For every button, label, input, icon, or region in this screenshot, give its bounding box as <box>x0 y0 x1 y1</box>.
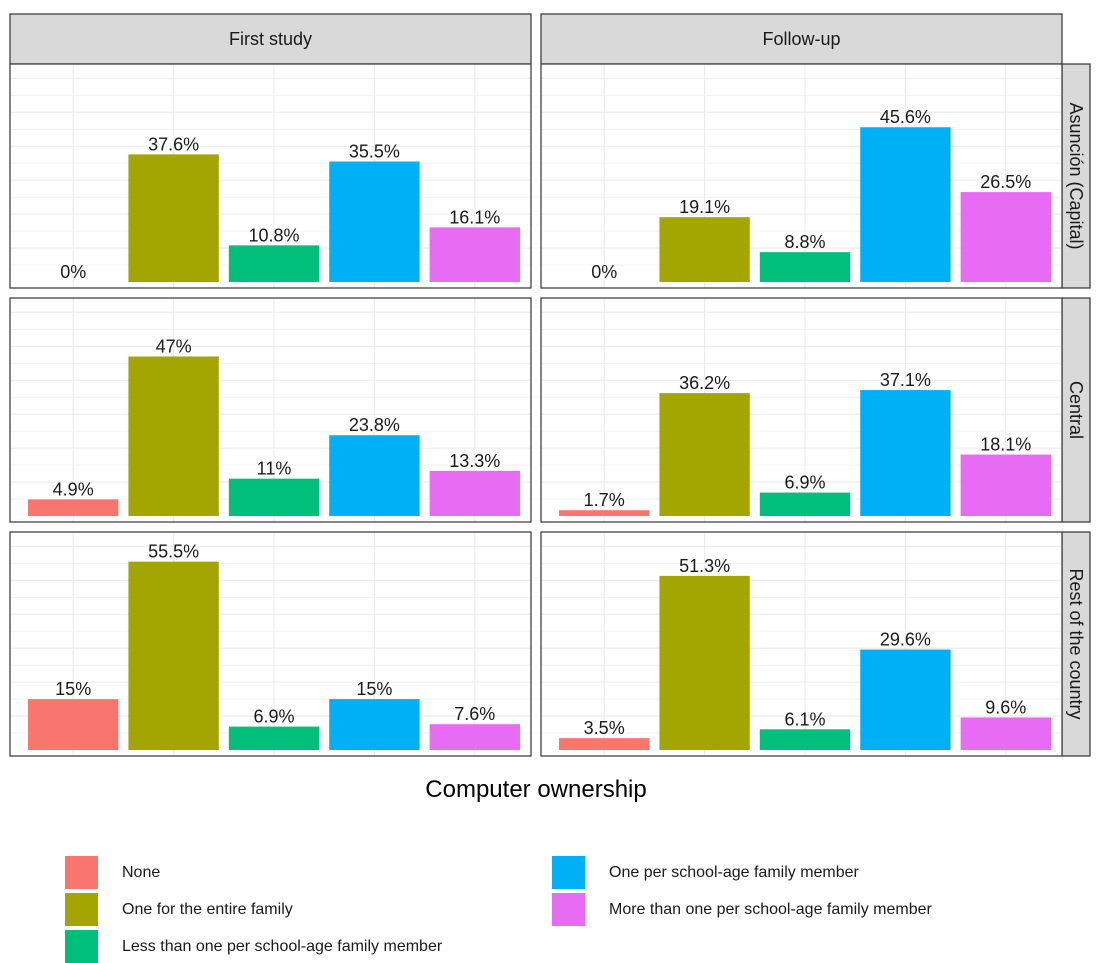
row-strip-rest-of-the-country: Rest of the country <box>1061 531 1091 757</box>
data-label: 6.9% <box>784 473 825 493</box>
data-label: 15% <box>356 679 392 699</box>
data-label: 7.6% <box>454 704 495 724</box>
panel-first-study-central: 4.9% 47% 11% 23.8% 13.3% <box>9 297 532 523</box>
data-label: 0% <box>591 262 617 282</box>
panel-first-study-rest-of-the-country: 15% 55.5% 6.9% 15% 7.6% <box>9 531 532 757</box>
data-label: 6.9% <box>253 707 294 727</box>
data-label: 45.6% <box>880 107 931 127</box>
panel-first-study-asunci-n-capital: 0% 37.6% 10.8% 35.5% 16.1% <box>9 63 532 289</box>
row-strip-bg <box>1061 531 1091 757</box>
column-strip-bg <box>9 13 532 65</box>
row-strip-bg <box>1061 297 1091 523</box>
data-label: 13.3% <box>449 451 500 471</box>
column-strip-label: First study <box>229 29 312 49</box>
panel-border <box>540 297 1063 523</box>
bar-none <box>559 510 650 516</box>
bar-more-than-one-per-school-age-family-member <box>429 724 520 750</box>
panel-border <box>540 63 1063 289</box>
bar-less-than-one-per-school-age-family-member <box>759 729 851 750</box>
data-label: 8.8% <box>784 232 825 252</box>
data-label: 1.7% <box>584 490 625 510</box>
bar-less-than-one-per-school-age-family-member <box>228 478 320 516</box>
bar-more-than-one-per-school-age-family-member <box>960 717 1051 750</box>
data-label: 4.9% <box>53 479 94 499</box>
data-label: 23.8% <box>349 415 400 435</box>
bar-one-for-the-entire-family <box>659 575 750 750</box>
panel-border <box>540 531 1063 757</box>
column-strip-first-study: First study <box>9 13 532 65</box>
bar-one-per-school-age-family-member <box>860 649 951 750</box>
row-strip-asunci-n-capital: Asunción (Capital) <box>1061 63 1091 289</box>
data-label: 11% <box>257 459 292 479</box>
data-label: 26.5% <box>980 172 1031 192</box>
data-label: 55.5% <box>148 542 199 562</box>
row-strip-bg <box>1061 63 1091 289</box>
data-label: 51.3% <box>679 556 730 576</box>
x-axis-title: Computer ownership <box>425 776 646 803</box>
bar-none <box>28 499 119 516</box>
column-strip-follow-up: Follow-up <box>540 13 1063 65</box>
bar-one-per-school-age-family-member <box>329 435 420 516</box>
bar-one-for-the-entire-family <box>128 356 219 516</box>
data-label: 16.1% <box>449 207 500 227</box>
data-label: 29.6% <box>880 630 931 650</box>
row-strip-label: Asunción (Capital) <box>1066 102 1086 249</box>
data-label: 47% <box>156 336 192 356</box>
data-label: 36.2% <box>679 373 730 393</box>
bar-more-than-one-per-school-age-family-member <box>429 227 520 282</box>
bar-none <box>28 699 119 750</box>
data-label: 0% <box>60 262 86 282</box>
bar-more-than-one-per-school-age-family-member <box>429 470 520 516</box>
row-strip-label: Central <box>1066 381 1086 439</box>
bar-one-for-the-entire-family <box>659 217 750 282</box>
bar-one-for-the-entire-family <box>659 393 750 516</box>
bar-less-than-one-per-school-age-family-member <box>759 252 851 282</box>
bar-one-for-the-entire-family <box>128 561 219 750</box>
panel-follow-up-central: 1.7% 36.2% 6.9% 37.1% 18.1% <box>540 297 1063 523</box>
panel-follow-up-asunci-n-capital: 0% 19.1% 8.8% 45.6% 26.5% <box>540 63 1063 289</box>
data-label: 35.5% <box>349 142 400 162</box>
data-label: 6.1% <box>784 709 825 729</box>
bar-less-than-one-per-school-age-family-member <box>228 726 320 750</box>
data-label: 3.5% <box>584 718 625 738</box>
row-strip-central: Central <box>1061 297 1091 523</box>
bar-one-per-school-age-family-member <box>329 161 420 282</box>
bar-less-than-one-per-school-age-family-member <box>228 245 320 282</box>
data-label: 37.1% <box>880 370 931 390</box>
panel-border <box>9 531 532 757</box>
data-label: 18.1% <box>980 435 1031 455</box>
bar-one-per-school-age-family-member <box>860 390 951 516</box>
panel-border <box>9 63 532 289</box>
row-strip-label: Rest of the country <box>1066 568 1086 719</box>
bar-less-than-one-per-school-age-family-member <box>759 492 851 516</box>
bar-more-than-one-per-school-age-family-member <box>960 454 1051 516</box>
panel-follow-up-rest-of-the-country: 3.5% 51.3% 6.1% 29.6% 9.6% <box>540 531 1063 757</box>
column-strip-label: Follow-up <box>762 29 840 49</box>
bar-one-per-school-age-family-member <box>329 699 420 750</box>
data-label: 9.6% <box>985 697 1026 717</box>
column-strip-bg <box>540 13 1063 65</box>
data-label: 37.6% <box>148 134 199 154</box>
data-label: 10.8% <box>248 225 299 245</box>
bar-none <box>559 738 650 750</box>
bar-one-per-school-age-family-member <box>860 127 951 282</box>
data-label: 19.1% <box>679 197 730 217</box>
bar-more-than-one-per-school-age-family-member <box>960 192 1051 282</box>
bar-one-for-the-entire-family <box>128 154 219 282</box>
data-label: 15% <box>55 679 91 699</box>
panel-border <box>9 297 532 523</box>
